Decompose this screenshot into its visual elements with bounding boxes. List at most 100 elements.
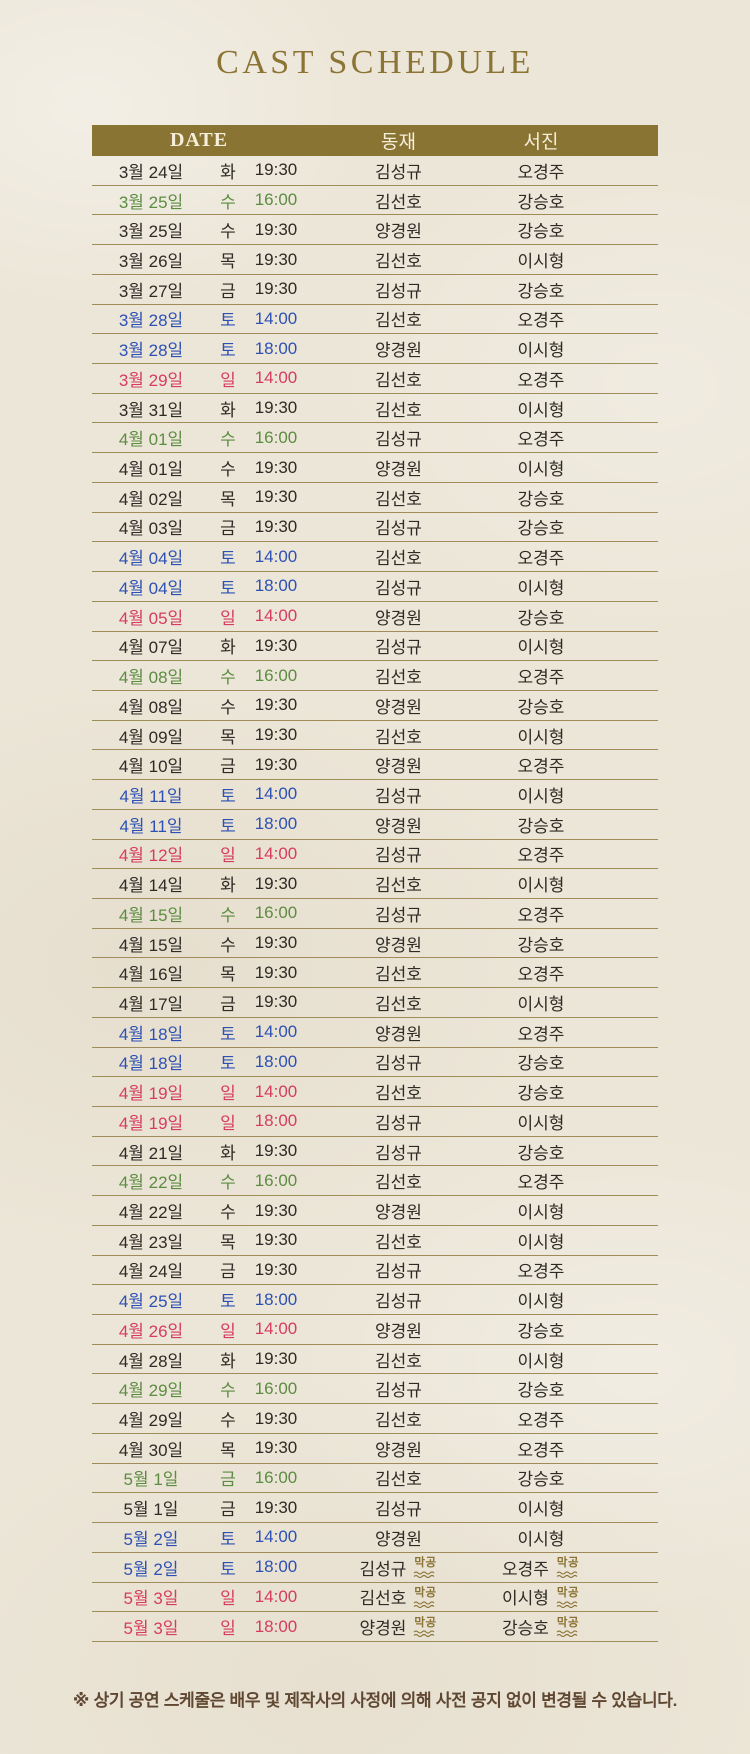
- row-cast-seojin: 강승호: [491, 812, 591, 837]
- row-time: 19:30: [254, 635, 298, 655]
- row-date: 5월 1일: [123, 1500, 179, 1520]
- row-time: 14:00: [254, 368, 298, 388]
- row-cast-dongjae: 김성규: [306, 1109, 491, 1134]
- row-day: 수: [220, 1173, 236, 1193]
- cast-name: 김성규: [375, 905, 422, 925]
- cast-name: 이시형: [517, 638, 565, 658]
- final-show-badge-label: 막공: [414, 1616, 437, 1629]
- final-show-badge-label: 막공: [556, 1616, 580, 1629]
- row-time: 19:30: [254, 487, 298, 507]
- row-time: 19:30: [254, 1141, 298, 1161]
- row-time: 19:30: [254, 1200, 298, 1220]
- row-time: 18:00: [254, 338, 298, 358]
- cast-name: 양경원: [359, 1619, 407, 1639]
- row-cast-seojin: 오경주: [491, 663, 591, 688]
- cast-name: 오경주: [517, 1440, 565, 1460]
- table-row: 3월 25일 수 16:00 김선호 강승호: [92, 186, 658, 216]
- cast-name: 양경원: [375, 1203, 422, 1223]
- row-date: 4월 03일: [118, 519, 184, 539]
- row-day: 수: [220, 192, 236, 212]
- table-row: 4월 01일 수 19:30 양경원 이시형: [92, 453, 658, 483]
- row-cast-dongjae: 양경원: [306, 693, 491, 718]
- row-day: 일: [220, 608, 236, 628]
- row-date: 4월 04일: [118, 578, 184, 598]
- cast-name: 이시형: [517, 252, 565, 272]
- row-day: 토: [220, 341, 236, 361]
- cast-name: 김선호: [375, 668, 422, 688]
- cast-name: 오경주: [517, 311, 565, 331]
- row-cast-dongjae: 김성규: [306, 158, 491, 183]
- cast-name: 김성규: [375, 281, 422, 301]
- column-header-cast-seojin: 서진: [523, 132, 559, 153]
- cast-name: 김선호: [375, 549, 422, 569]
- row-time: 19:30: [254, 1230, 298, 1250]
- row-day: 목: [220, 489, 236, 509]
- row-time: 19:30: [254, 992, 298, 1012]
- cast-name: 이시형: [517, 1500, 565, 1520]
- cast-name: 양경원: [375, 1529, 422, 1549]
- row-day: 토: [220, 816, 236, 836]
- cast-name: 양경원: [375, 222, 422, 242]
- final-show-badge: 막공: [413, 1588, 437, 1608]
- row-date: 4월 04일: [118, 549, 184, 569]
- row-time: 19:30: [254, 1259, 298, 1279]
- cast-name: 오경주: [517, 905, 565, 925]
- row-date: 4월 21일: [118, 1143, 184, 1163]
- cast-name: 김선호: [375, 370, 422, 390]
- row-date: 3월 28일: [118, 311, 184, 331]
- cast-name: 이시형: [517, 994, 565, 1014]
- cast-name: 이시형: [502, 1589, 549, 1609]
- final-show-badge: 막공: [556, 1588, 580, 1608]
- cast-name: 이시형: [517, 400, 565, 420]
- row-day: 토: [220, 1529, 236, 1549]
- cast-name: 김선호: [375, 1173, 422, 1193]
- row-cast-seojin: 이시형: [491, 1525, 591, 1550]
- row-time: 19:30: [254, 1497, 298, 1517]
- row-time: 19:30: [254, 398, 298, 418]
- cast-name: 강승호: [502, 1619, 549, 1639]
- cast-name: 김선호: [375, 192, 422, 212]
- row-day: 토: [220, 549, 236, 569]
- row-day: 수: [220, 935, 236, 955]
- row-time: 14:00: [254, 1527, 298, 1547]
- table-row: 4월 29일 수 16:00 김성규 강승호: [92, 1374, 658, 1405]
- row-time: 18:00: [254, 1289, 298, 1309]
- table-row: 4월 02일 목 19:30 김선호 강승호: [92, 483, 658, 513]
- cast-name: 오경주: [517, 965, 565, 985]
- table-row: 5월 1일 금 19:30 김성규 이시형: [92, 1493, 658, 1524]
- row-cast-seojin: 이시형: [491, 1228, 591, 1253]
- table-row: 3월 27일 금 19:30 김성규 강승호: [92, 275, 658, 305]
- cast-name: 강승호: [517, 281, 565, 301]
- row-cast-seojin: 오경주 막공: [491, 1555, 591, 1580]
- row-day: 일: [220, 370, 236, 390]
- row-cast-seojin: 강승호: [491, 1049, 591, 1074]
- row-cast-seojin: 오경주: [491, 425, 591, 450]
- row-cast-dongjae: 김성규: [306, 514, 491, 539]
- cast-name: 양경원: [375, 935, 422, 955]
- row-time: 19:30: [254, 160, 298, 180]
- row-day: 토: [220, 1054, 236, 1074]
- row-date: 4월 24일: [118, 1262, 184, 1282]
- cast-name: 강승호: [517, 192, 565, 212]
- row-cast-dongjae: 김성규: [306, 841, 491, 866]
- row-cast-seojin: 강승호 막공: [491, 1614, 591, 1639]
- row-date: 4월 22일: [118, 1173, 184, 1193]
- cast-name: 양경원: [375, 697, 422, 717]
- cast-name: 김선호: [375, 1232, 422, 1252]
- cast-name: 이시형: [517, 460, 565, 480]
- row-cast-dongjae: 김성규 막공: [306, 1555, 491, 1580]
- row-date: 3월 31일: [118, 400, 184, 420]
- row-cast-dongjae: 김선호: [306, 1228, 491, 1253]
- row-cast-dongjae: 김선호: [306, 723, 491, 748]
- cast-name: 오경주: [517, 1262, 565, 1282]
- row-cast-dongjae: 양경원: [306, 604, 491, 629]
- row-cast-seojin: 강승호: [491, 1465, 591, 1490]
- final-show-badge: 막공: [413, 1616, 437, 1638]
- cast-name: 양경원: [375, 816, 422, 836]
- cast-name: 양경원: [375, 1024, 422, 1044]
- table-row: 4월 05일 일 14:00 양경원 강승호: [92, 602, 658, 632]
- row-day: 목: [220, 1440, 236, 1460]
- cast-name: 강승호: [517, 489, 565, 509]
- row-time: 19:30: [254, 1438, 298, 1458]
- row-time: 14:00: [254, 843, 298, 863]
